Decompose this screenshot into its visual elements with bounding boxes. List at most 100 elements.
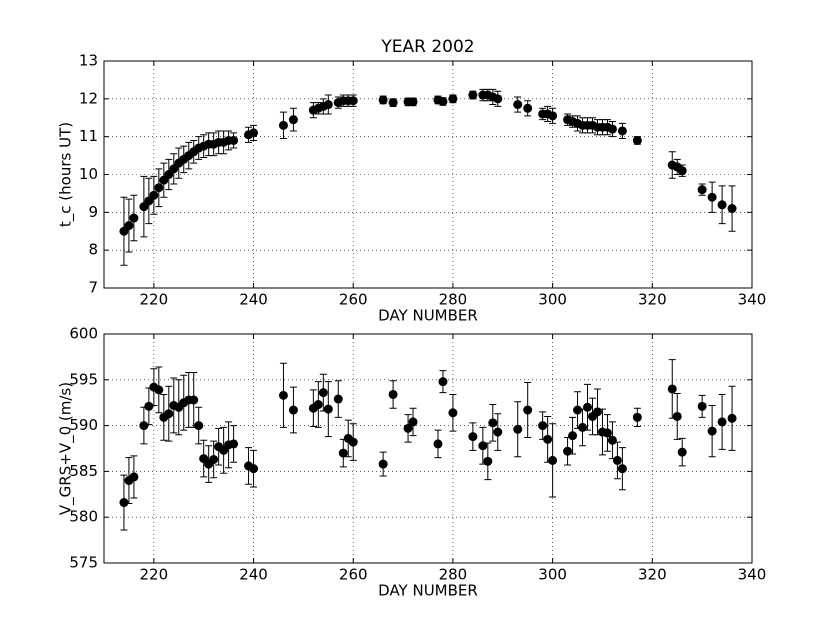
data-point	[543, 434, 553, 444]
y-tick-label: 10	[79, 165, 98, 183]
data-point	[333, 394, 343, 404]
data-point	[493, 94, 503, 104]
chart-title: YEAR 2002	[380, 37, 474, 57]
data-point	[717, 200, 727, 210]
y-tick-label: 12	[79, 89, 98, 107]
data-point	[288, 115, 298, 125]
data-point	[697, 401, 707, 411]
data-point	[278, 390, 288, 400]
data-point	[124, 221, 134, 231]
data-point	[249, 128, 259, 138]
data-point	[727, 204, 737, 214]
data-point	[149, 190, 159, 200]
data-point	[717, 417, 727, 427]
data-point	[548, 111, 558, 121]
y-tick-label: 580	[69, 508, 98, 526]
data-point	[617, 126, 627, 136]
data-point	[438, 96, 448, 106]
data-point	[548, 455, 558, 465]
data-point	[129, 213, 139, 223]
data-point	[189, 395, 199, 405]
data-point	[438, 377, 448, 387]
x-tick-label: 320	[638, 566, 667, 584]
plot-frame	[103, 333, 753, 564]
data-point	[672, 411, 682, 421]
x-tick-label: 320	[638, 291, 667, 309]
data-point	[338, 448, 348, 458]
data-point	[229, 439, 239, 449]
data-point	[667, 384, 677, 394]
data-point	[323, 404, 333, 414]
x-tick-label: 300	[538, 566, 567, 584]
data-point	[229, 135, 239, 145]
y-tick-label: 7	[88, 279, 98, 297]
x-tick-label: 220	[140, 566, 169, 584]
data-point	[313, 400, 323, 410]
x-tick-label: 240	[239, 291, 268, 309]
data-point	[632, 135, 642, 145]
x-tick-label: 340	[738, 566, 767, 584]
data-point	[602, 428, 612, 438]
data-point	[408, 97, 418, 107]
data-point	[194, 421, 204, 431]
y-tick-label: 600	[69, 325, 98, 343]
x-axis-label: DAY NUMBER	[378, 582, 478, 600]
data-point	[488, 418, 498, 428]
data-point	[348, 437, 358, 447]
data-point	[154, 183, 164, 193]
data-point	[493, 427, 503, 437]
data-point	[513, 424, 523, 434]
data-point	[568, 431, 578, 441]
y-tick-label: 595	[69, 370, 98, 388]
data-point	[707, 192, 717, 202]
data-point	[209, 454, 219, 464]
y-tick-label: 11	[79, 127, 98, 145]
data-point	[129, 472, 139, 482]
data-point	[468, 432, 478, 442]
data-point	[164, 409, 174, 419]
data-point	[727, 413, 737, 423]
data-point	[318, 388, 328, 398]
data-point	[697, 185, 707, 195]
x-tick-label: 280	[439, 566, 468, 584]
data-point	[583, 402, 593, 412]
data-point	[523, 103, 533, 113]
data-point	[408, 417, 418, 427]
x-axis-label: DAY NUMBER	[378, 307, 478, 325]
x-tick-label: 300	[538, 291, 567, 309]
data-point	[617, 464, 627, 474]
x-tick-label: 260	[339, 291, 368, 309]
data-point	[523, 405, 533, 415]
data-point	[139, 421, 149, 431]
x-tick-label: 280	[439, 291, 468, 309]
y-tick-label: 590	[69, 416, 98, 434]
data-point	[388, 389, 398, 399]
data-point	[403, 423, 413, 433]
x-tick-label: 340	[738, 291, 767, 309]
x-tick-label: 260	[339, 566, 368, 584]
data-point	[378, 95, 388, 105]
data-point	[154, 385, 164, 395]
data-point	[677, 166, 687, 176]
data-point	[388, 98, 398, 108]
data-point	[323, 100, 333, 110]
y-tick-label: 13	[79, 52, 98, 70]
data-point	[513, 100, 523, 110]
y-tick-label: 585	[69, 462, 98, 480]
data-point	[448, 408, 458, 418]
x-tick-label: 240	[239, 566, 268, 584]
data-point	[632, 412, 642, 422]
data-point	[249, 464, 259, 474]
data-point	[607, 435, 617, 445]
data-point	[677, 447, 687, 457]
data-point	[607, 124, 617, 134]
y-axis-label: t_c (hours UT)	[57, 122, 76, 227]
data-point	[448, 94, 458, 104]
data-point	[612, 455, 622, 465]
data-point	[278, 120, 288, 130]
data-point	[707, 426, 717, 436]
y-tick-label: 8	[88, 241, 98, 259]
data-point	[378, 459, 388, 469]
data-point	[144, 401, 154, 411]
